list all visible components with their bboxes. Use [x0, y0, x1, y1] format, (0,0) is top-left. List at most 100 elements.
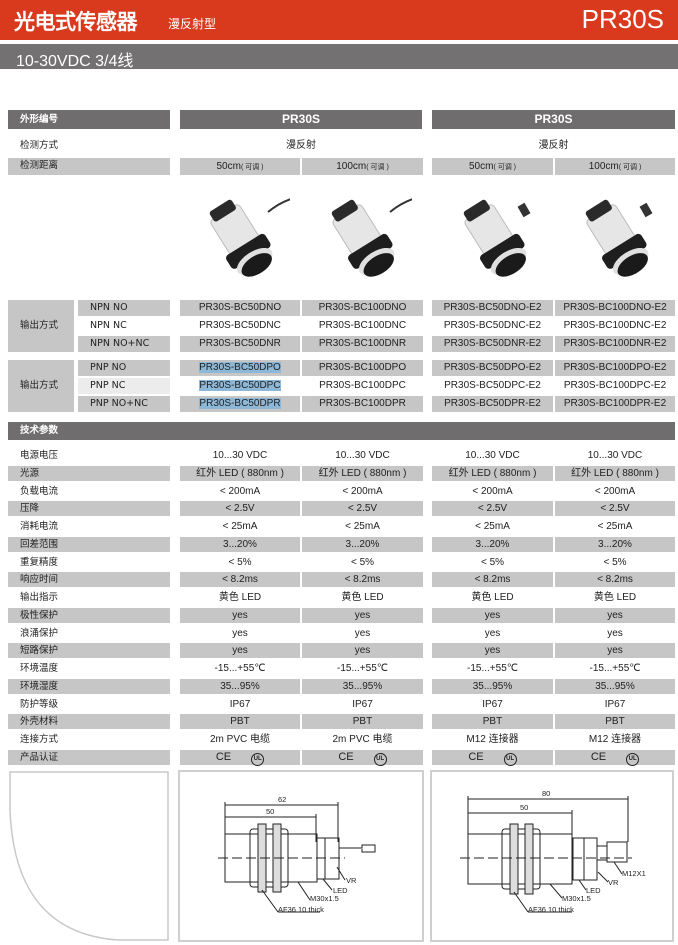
- spec-value: PBT: [302, 714, 423, 730]
- model-number[interactable]: PR30S-BC50DPR-E2: [432, 396, 553, 412]
- model-text: PR30S-BC50DNR-E2: [443, 338, 542, 349]
- spec-value: 2m PVC 电缆: [332, 734, 393, 745]
- model-number[interactable]: PR30S-BC50DNO-E2: [432, 300, 553, 316]
- spec-value: < 8.2ms: [432, 572, 553, 588]
- model-text: PR30S-BC50DPC: [199, 380, 281, 391]
- model-number[interactable]: PR30S-BC50DNR-E2: [432, 336, 553, 352]
- spec-value: < 8.2ms: [180, 572, 300, 588]
- dim-overall: 62: [278, 795, 286, 804]
- model-number[interactable]: PR30S-BC50DPO: [180, 360, 300, 376]
- detect-range-value: 50cm( 可调 ): [432, 158, 553, 175]
- model-number[interactable]: PR30S-BC50DNC: [180, 318, 300, 334]
- spec-value: 35...95%: [302, 678, 423, 694]
- spec-value: < 5%: [350, 556, 375, 568]
- model-number[interactable]: PR30S-BC100DNC: [302, 318, 423, 334]
- spec-value: CE UL: [302, 749, 423, 766]
- model-number[interactable]: PR30S-BC100DNC-E2: [555, 318, 675, 334]
- output-type: PNP NC: [78, 378, 170, 394]
- output-type: NPN NO: [78, 300, 170, 316]
- spec-value: yes: [180, 607, 300, 623]
- spec-value: M12 连接器: [466, 734, 519, 745]
- spec-value: 3...20%: [555, 536, 675, 552]
- shape-label-header: 外形编号: [8, 110, 170, 129]
- model-number[interactable]: PR30S-BC100DPO-E2: [555, 360, 675, 376]
- spec-value: 35...95%: [555, 678, 675, 694]
- spec-value: < 8.2ms: [302, 572, 423, 588]
- group-header-cable: PR30S: [180, 110, 422, 129]
- sensor-product-image: [209, 198, 290, 277]
- model-number[interactable]: PR30S-BC50DPC-E2: [432, 378, 553, 394]
- model-text: PR30S-BC100DNC-E2: [563, 320, 667, 331]
- spec-label: 负载电流: [20, 485, 59, 497]
- spec-value: < 200mA: [472, 485, 513, 497]
- spec-value: -15...+55℃: [589, 663, 641, 674]
- spec-value: -15...+55℃: [467, 663, 518, 674]
- model-number[interactable]: PR30S-BC100DNR-E2: [555, 336, 675, 352]
- spec-value: PBT: [432, 714, 553, 730]
- output-mode-label: 输出方式: [8, 360, 74, 412]
- detect-range-label: 检测距离: [8, 158, 170, 175]
- model-text: PR30S-BC50DPC-E2: [444, 380, 541, 391]
- output-type: NPN NO+NC: [78, 336, 170, 352]
- model-number[interactable]: PR30S-BC50DPO-E2: [432, 360, 553, 376]
- range-value: 100cm: [588, 161, 619, 172]
- spec-value: PBT: [180, 714, 300, 730]
- label-thread: M30x1.5: [310, 894, 339, 903]
- model-number[interactable]: PR30S-BC100DPC: [302, 378, 423, 394]
- ul-mark-icon: UL: [626, 752, 640, 766]
- output-type: PNP NO+NC: [78, 396, 170, 412]
- spec-label: 防护等级: [20, 698, 59, 710]
- spec-value: yes: [555, 643, 675, 659]
- spec-label: 产品认证: [8, 749, 170, 765]
- model-number[interactable]: PR30S-BC100DPR-E2: [555, 396, 675, 412]
- spec-value: 35...95%: [180, 678, 300, 694]
- model-number[interactable]: PR30S-BC100DNR: [302, 336, 423, 352]
- ce-mark-icon: CE: [338, 750, 354, 763]
- model-number[interactable]: PR30S-BC50DPR: [180, 396, 300, 412]
- spec-value: CE UL: [432, 749, 553, 766]
- model-number[interactable]: PR30S-BC100DPO: [302, 360, 423, 376]
- label-m12: M12X1: [622, 869, 646, 878]
- spec-value: yes: [180, 643, 300, 659]
- voltage-bar: 10-30VDC 3/4线: [0, 44, 678, 70]
- spec-value: 2m PVC 电缆: [209, 734, 270, 745]
- model-number[interactable]: PR30S-BC100DNO: [302, 300, 423, 316]
- model-number[interactable]: PR30S-BC100DPR: [302, 396, 423, 412]
- spec-value: < 25mA: [222, 521, 258, 532]
- model-number[interactable]: PR30S-BC50DPC: [180, 378, 300, 394]
- model-number[interactable]: PR30S-BC50DNR: [180, 336, 300, 352]
- spec-label: 回差范围: [8, 536, 170, 552]
- model-number[interactable]: PR30S-BC50DNO: [180, 300, 300, 316]
- ul-mark-icon: UL: [503, 752, 517, 766]
- spec-label: 重复精度: [20, 556, 59, 568]
- ce-mark-icon: CE: [468, 750, 484, 763]
- model-number[interactable]: PR30S-BC50DNC-E2: [432, 318, 553, 334]
- spec-value: < 5%: [603, 556, 627, 568]
- spec-value: yes: [232, 627, 248, 639]
- ce-mark-icon: CE: [215, 750, 232, 763]
- spec-label: 输出指示: [20, 592, 59, 603]
- spec-value: < 25mA: [597, 521, 633, 532]
- detect-range-value: 100cm( 可调 ): [555, 158, 675, 175]
- spec-label: 浪涌保护: [20, 627, 59, 639]
- spec-value: < 2.5V: [302, 501, 423, 517]
- spec-value: < 25mA: [475, 521, 510, 532]
- label-led: LED: [333, 886, 348, 895]
- model-text: PR30S-BC100DNR: [318, 338, 407, 349]
- spec-value: IP67: [229, 698, 251, 710]
- spec-label: 短路保护: [8, 643, 170, 659]
- model-text: PR30S-BC100DPO-E2: [563, 362, 667, 373]
- empty-panel: [9, 771, 169, 941]
- sensor-product-image: [585, 199, 653, 277]
- dimension-drawing-cable: 62 50 VR LED M30x1.5 AF36 10 thick: [218, 795, 376, 914]
- spec-value: < 200mA: [342, 485, 383, 497]
- model-number[interactable]: PR30S-BC100DNO-E2: [555, 300, 675, 316]
- model-text: PR30S-BC50DNR: [199, 338, 281, 349]
- spec-value: 黄色 LED: [593, 592, 637, 603]
- label-nut: AF36 10 thick: [278, 905, 324, 914]
- model-text: PR30S-BC100DPR: [319, 398, 406, 409]
- spec-label: 连接方式: [20, 734, 59, 745]
- model-number[interactable]: PR30S-BC100DPC-E2: [555, 378, 675, 394]
- model-text: PR30S-BC50DNO-E2: [443, 302, 542, 313]
